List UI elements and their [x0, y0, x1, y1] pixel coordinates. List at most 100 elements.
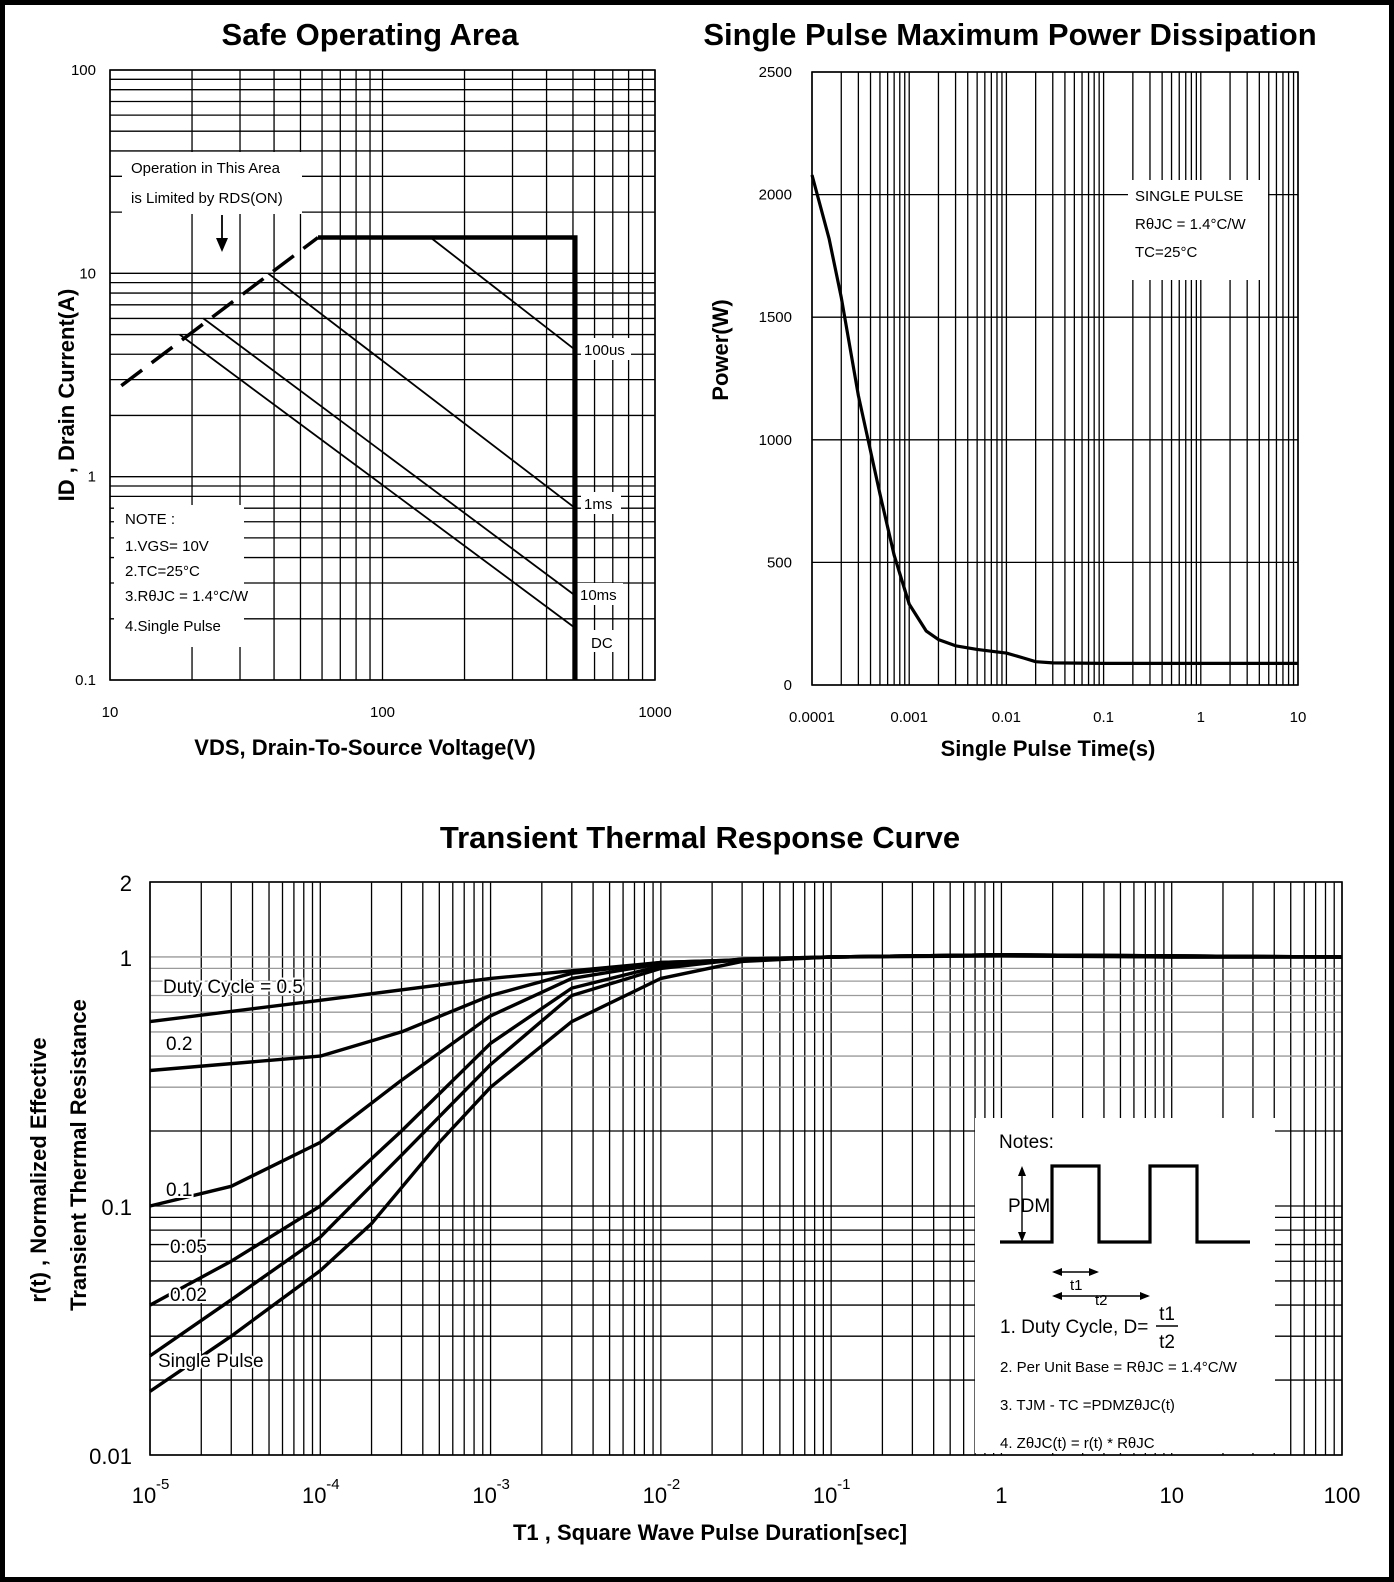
soa-ytick-label: 1 — [88, 469, 96, 486]
power-curve — [810, 174, 1298, 665]
soa-series-line — [202, 317, 576, 597]
thermal-series-line — [149, 954, 1342, 1073]
power-ytick-label: 2500 — [759, 64, 792, 81]
t2-arrowheads-icon — [1052, 1292, 1150, 1300]
thermal-series-label: Single Pulse — [158, 1351, 264, 1372]
soa-note-line: 4.Single Pulse — [125, 618, 221, 635]
power-xtick-label: 0.01 — [992, 709, 1021, 726]
power-title: Single Pulse Maximum Power Dissipation — [703, 17, 1316, 52]
t1-label: t1 — [1070, 1277, 1083, 1294]
soa-ylabel: ID , Drain Current(A) — [54, 289, 79, 502]
soa-note-line: 2.TC=25°C — [125, 563, 200, 580]
t1-arrowheads-icon — [1052, 1268, 1099, 1276]
thermal-notes-heading: Notes: — [999, 1132, 1054, 1153]
thermal-series-label: 0.2 — [166, 1034, 192, 1055]
soa-curve-label-1ms: 1ms — [584, 496, 612, 513]
soa-label-bg — [581, 492, 621, 514]
thermal-xtick-label: 10 — [472, 1483, 496, 1508]
soa-title: Safe Operating Area — [222, 17, 520, 52]
soa-label-bg — [581, 338, 631, 360]
power-xtick-label: 0.001 — [890, 709, 928, 726]
thermal-xtick-label: 1 — [995, 1483, 1007, 1508]
thermal-xtick-exponent: -1 — [837, 1476, 850, 1493]
power-xlabel: Single Pulse Time(s) — [941, 736, 1156, 761]
thermal-series-label: 0.1 — [166, 1180, 192, 1201]
thermal-xlabel: T1 , Square Wave Pulse Duration[sec] — [513, 1520, 907, 1545]
soa-curve-label-100us: 100us — [584, 342, 625, 359]
soa-arrowhead-icon — [216, 238, 228, 252]
duty-fraction-denominator: t2 — [1159, 1332, 1175, 1353]
notes-item-3: 3. TJM - TC =PDMZθJC(t) — [1000, 1397, 1175, 1414]
thermal-title: Transient Thermal Response Curve — [440, 820, 960, 855]
thermal-series-line — [149, 953, 1343, 1393]
soa-series-line — [267, 272, 576, 509]
soa-ytick-label: 100 — [71, 62, 96, 79]
soa-plot-frame — [109, 69, 656, 681]
soa-annotation-bg — [122, 152, 302, 214]
power-ytick-label: 0 — [784, 677, 792, 694]
power-xtick-label: 0.0001 — [789, 709, 835, 726]
thermal-xtick-exponent: -2 — [667, 1476, 680, 1493]
duty-fraction-numerator: t1 — [1159, 1304, 1175, 1325]
soa-series-line — [120, 236, 320, 388]
thermal-xtick-label: 10 — [1159, 1483, 1183, 1508]
power-ytick-label: 1000 — [759, 432, 792, 449]
power-plot-frame — [811, 71, 1299, 686]
soa-label-bg — [577, 583, 623, 605]
power-chart: Single Pulse Maximum Power Dissipation 0 5… — [703, 17, 1316, 761]
thermal-ytick-label: 0.01 — [89, 1444, 132, 1469]
thermal-xtick-label: 10 — [643, 1483, 667, 1508]
soa-note-line: 1.VGS= 10V — [125, 538, 209, 555]
thermal-chart: Transient Thermal Response Curve 0.01 0.1 1… — [26, 820, 1360, 1545]
thermal-xtick-exponent: -5 — [156, 1476, 169, 1493]
notes-item-4: 4. ZθJC(t) = r(t) * RθJC — [1000, 1435, 1155, 1452]
soa-label-bg — [585, 630, 617, 652]
soa-ytick-label: 0.1 — [75, 672, 96, 689]
soa-curve-label-10ms: 10ms — [580, 587, 617, 604]
soa-series-line — [179, 333, 576, 629]
thermal-xtick-label: 10 — [813, 1483, 837, 1508]
thermal-series-label: 0.02 — [170, 1285, 207, 1306]
thermal-ytick-label: 2 — [120, 871, 132, 896]
soa-series-line — [429, 236, 576, 351]
power-note-line1: SINGLE PULSE — [1135, 188, 1243, 205]
soa-xlabel: VDS, Drain-To-Source Voltage(V) — [194, 735, 535, 760]
thermal-ytick-label: 1 — [120, 946, 132, 971]
thermal-xtick-label: 10 — [132, 1483, 156, 1508]
pdm-label: PDM — [1008, 1196, 1050, 1217]
soa-xtick-label: 100 — [370, 704, 395, 721]
soa-chart: Safe Operating Area 0.1 1 10 100 10 100 1000 VDS… — [54, 17, 672, 760]
notes-item-1: 1. Duty Cycle, D= — [1000, 1317, 1148, 1338]
power-xtick-label: 0.1 — [1093, 709, 1114, 726]
soa-note-line: NOTE : — [125, 511, 175, 528]
pulse-waveform — [1000, 1164, 1250, 1244]
thermal-xtick-label: 100 — [1324, 1483, 1361, 1508]
thermal-xtick-label: 10 — [302, 1483, 326, 1508]
soa-curve-label-dc: DC — [591, 635, 613, 652]
thermal-xtick-exponent: -3 — [497, 1476, 510, 1493]
thermal-ylabel-line2: Transient Thermal Resistance — [66, 999, 91, 1311]
thermal-series-label: Duty Cycle = 0.5 — [163, 977, 303, 998]
power-note-line3: TC=25°C — [1135, 244, 1197, 261]
thermal-ytick-label: 0.1 — [101, 1195, 132, 1220]
power-ytick-label: 2000 — [759, 187, 792, 204]
power-ytick-label: 1500 — [759, 309, 792, 326]
notes-item-2: 2. Per Unit Base = RθJC = 1.4°C/W — [1000, 1359, 1238, 1376]
soa-xtick-label: 1000 — [638, 704, 671, 721]
soa-note-line: 3.RθJC = 1.4°C/W — [125, 588, 249, 605]
power-ylabel: Power(W) — [708, 299, 733, 400]
thermal-ylabel-line1: r(t) , Normalized Effective — [26, 1037, 51, 1302]
thermal-xtick-exponent: -4 — [326, 1476, 339, 1493]
power-xtick-label: 1 — [1197, 709, 1205, 726]
soa-annotation-line1: Operation in This Area — [131, 160, 281, 177]
power-note-line2: RθJC = 1.4°C/W — [1135, 216, 1246, 233]
soa-series-line — [318, 235, 578, 680]
thermal-series-label: 0.05 — [170, 1237, 207, 1258]
soa-annotation-line2: is Limited by RDS(ON) — [131, 190, 283, 207]
power-xtick-label: 10 — [1290, 709, 1307, 726]
thermal-plot-frame — [149, 881, 1343, 1456]
soa-note-bg — [114, 505, 244, 647]
soa-ytick-label: 10 — [79, 265, 96, 282]
power-ytick-label: 500 — [767, 554, 792, 571]
